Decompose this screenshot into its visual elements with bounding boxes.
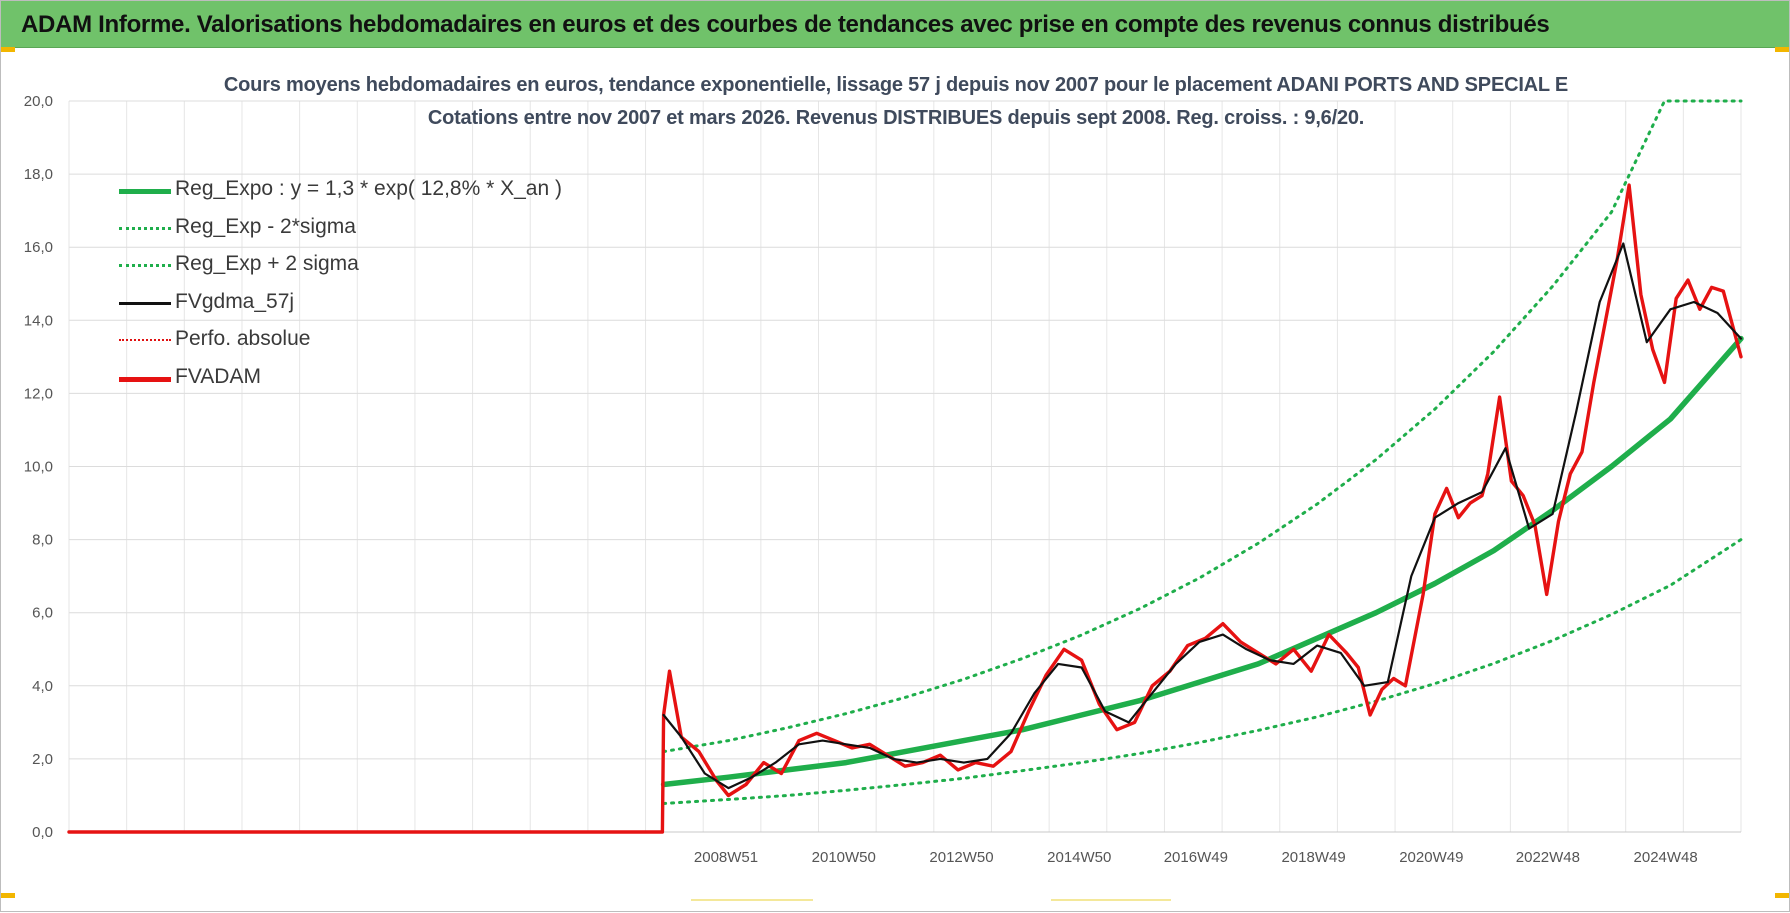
y-tick-label: 14,0 (24, 312, 53, 329)
y-tick-label: 4,0 (32, 678, 53, 695)
legend-label-reg-exp-plus: Reg_Exp + 2 sigma (175, 252, 359, 275)
legend-swatch-fvadam (119, 376, 171, 382)
y-tick-label: 2,0 (32, 751, 53, 768)
corner-mark-bottom-right (1775, 893, 1789, 898)
corner-mark-left (1, 47, 15, 52)
series-line-fvgdma-57j (662, 242, 1743, 790)
y-tick-label: 18,0 (24, 166, 53, 183)
chart-subtitle: Cotations entre nov 2007 et mars 2026. R… (427, 107, 1365, 129)
banner-title: ADAM Informe. Valorisations hebdomadaire… (21, 11, 1550, 38)
x-tick-label: 2010W50 (812, 849, 876, 866)
legend-swatch-fvgdma (119, 301, 171, 305)
y-tick-label: 8,0 (32, 532, 53, 549)
x-tick-label: 2018W49 (1281, 849, 1345, 866)
header-banner: ADAM Informe. Valorisations hebdomadaire… (1, 1, 1789, 48)
corner-mark-bottom-left (1, 893, 15, 898)
x-tick-label: 2008W51 (694, 849, 758, 866)
series-line-reg-exp-2-sigma (662, 538, 1743, 805)
series-line-reg-expo-y-1-3-exp-12-8-x-an (660, 335, 1744, 788)
y-tick-label: 16,0 (24, 239, 53, 256)
x-tick-label: 2014W50 (1047, 849, 1111, 866)
highlight-mark-1 (691, 899, 813, 901)
legend-label-reg-expo: Reg_Expo : y = 1,3 * exp( 12,8% * X_an ) (175, 177, 562, 200)
series-line-fvadam (67, 183, 1743, 834)
series-line-reg-exp-2-sigma (662, 99, 1743, 754)
x-tick-label: 2024W48 (1634, 849, 1698, 866)
y-tick-label: 6,0 (32, 605, 53, 622)
x-tick-label: 2020W49 (1399, 849, 1463, 866)
legend-swatch-reg-expo (119, 189, 171, 194)
legend-swatch-reg-exp-plus (119, 264, 171, 267)
legend-label-reg-exp-minus: Reg_Exp - 2*sigma (175, 214, 356, 238)
highlight-mark-2 (1051, 899, 1171, 901)
y-tick-label: 12,0 (24, 385, 53, 402)
legend-swatch-reg-exp-minus (119, 226, 171, 230)
x-tick-label: 2022W48 (1516, 849, 1580, 866)
legend-swatch-perfo-absolue (119, 339, 171, 341)
x-tick-label: 2016W49 (1164, 849, 1228, 866)
legend-label-perfo-absolue: Perfo. absolue (175, 327, 311, 350)
y-tick-label: 20,0 (24, 93, 53, 110)
legend-label-fvgdma: FVgdma_57j (175, 289, 295, 313)
chart-title: Cours moyens hebdomadaires en euros, ten… (223, 74, 1569, 96)
y-tick-label: 0,0 (32, 824, 53, 841)
x-tick-label: 2012W50 (929, 849, 993, 866)
legend-label-fvadam: FVADAM (175, 364, 261, 388)
corner-mark-right (1775, 47, 1789, 52)
y-tick-label: 10,0 (24, 459, 53, 476)
